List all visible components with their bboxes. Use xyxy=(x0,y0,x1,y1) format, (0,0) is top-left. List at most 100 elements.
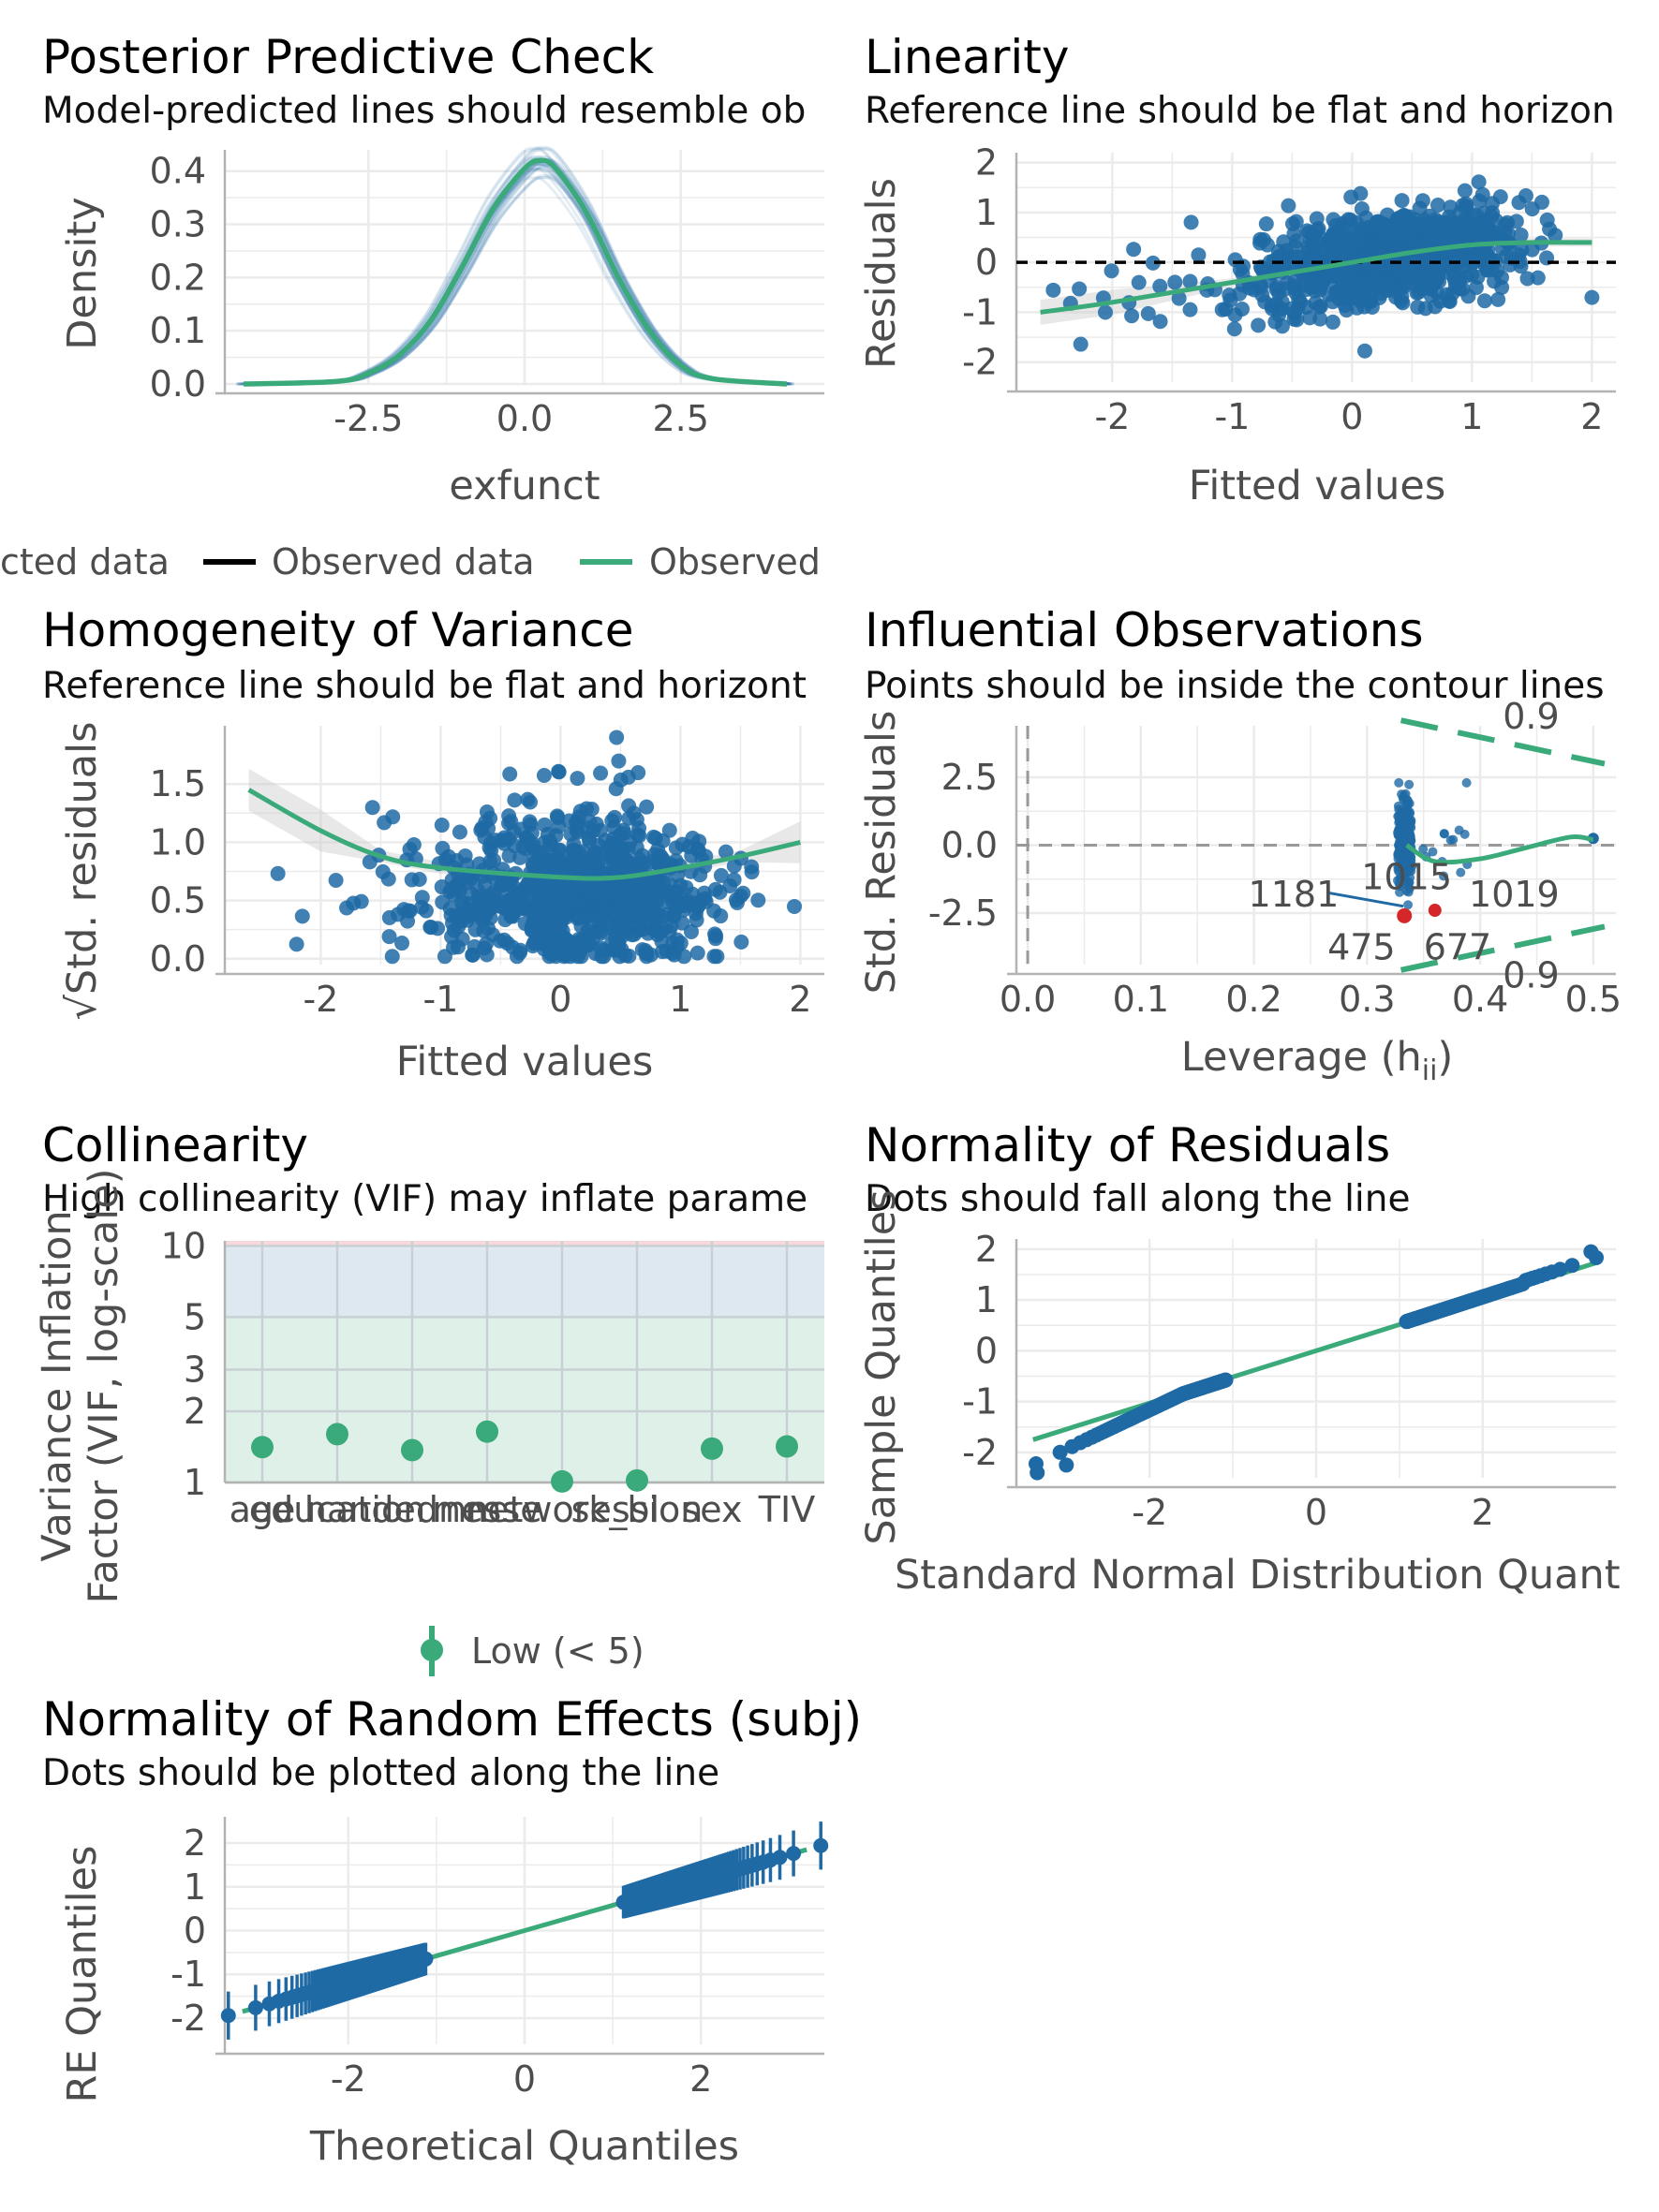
normality-re-point xyxy=(247,1999,263,2015)
linearity-point xyxy=(1429,198,1445,214)
homogeneity-point xyxy=(692,867,708,883)
normality-residuals-point xyxy=(1583,1244,1599,1260)
homogeneity-point xyxy=(530,909,546,925)
influential-point xyxy=(1405,817,1415,827)
homogeneity-point xyxy=(381,909,397,925)
homogeneity-point xyxy=(501,848,517,863)
linearity-point xyxy=(1260,237,1276,253)
homogeneity-point xyxy=(460,908,476,924)
influential-point xyxy=(1395,887,1405,897)
homogeneity-point xyxy=(570,771,585,787)
linearity-point xyxy=(1369,235,1385,251)
homogeneity-point xyxy=(708,928,724,944)
collinearity-vif-point xyxy=(776,1435,798,1458)
linearity-point xyxy=(1490,291,1506,307)
influential-point xyxy=(1461,777,1472,788)
linearity-title: Linearity xyxy=(865,30,1069,84)
ppc-ylabel: Density xyxy=(59,197,106,349)
normality-re-point xyxy=(786,1846,802,1862)
y-tick-label: 1 xyxy=(975,1279,998,1320)
influential-point xyxy=(1456,867,1466,877)
homogeneity-point xyxy=(566,842,582,858)
x-tick-label: 0.1 xyxy=(1113,979,1169,1020)
y-tick-label: -2 xyxy=(962,342,998,383)
homogeneity-point xyxy=(339,900,355,916)
homogeneity-point xyxy=(384,949,400,965)
y-tick-label: -1 xyxy=(170,1954,206,1995)
homogeneity-point xyxy=(750,892,766,908)
normality-residuals-point xyxy=(1029,1465,1045,1481)
linearity-point xyxy=(1476,205,1492,221)
linearity-ci-band xyxy=(1040,238,1592,325)
homogeneity-point xyxy=(733,888,748,904)
homogeneity-point xyxy=(561,813,577,829)
normality-residuals-plot-area: -2 0 2 -2 -1 0 1 2 xyxy=(962,1229,1616,1533)
x-tick-label: 0.4 xyxy=(1452,979,1508,1020)
homogeneity-point xyxy=(471,856,487,872)
linearity-point xyxy=(1474,186,1490,202)
linearity-point xyxy=(1518,188,1533,204)
homogeneity-point xyxy=(611,753,627,769)
y-tick-label: -1 xyxy=(962,291,998,332)
collinearity-legend-dot xyxy=(421,1639,443,1661)
collinearity-vif-point xyxy=(251,1436,274,1459)
homogeneity-point xyxy=(442,901,458,917)
homogeneity-point xyxy=(289,936,304,952)
ppc-predicted-line xyxy=(250,164,794,386)
linearity-point xyxy=(1191,247,1207,263)
homogeneity-point xyxy=(611,935,627,951)
homogeneity-point xyxy=(353,893,369,909)
homogeneity-point xyxy=(787,898,802,914)
linearity-point xyxy=(1343,189,1359,205)
linearity-point xyxy=(1508,214,1524,229)
linearity-point xyxy=(1312,311,1328,327)
linearity-point xyxy=(1393,293,1409,309)
y-tick-label: 1 xyxy=(184,1866,206,1908)
homogeneity-point xyxy=(593,765,609,781)
homogeneity-point xyxy=(434,818,450,833)
homogeneity-point xyxy=(531,895,547,911)
collinearity-legend: Low (< 5) xyxy=(421,1626,644,1676)
homogeneity-point xyxy=(689,945,705,961)
homogeneity-point xyxy=(685,830,701,846)
ppc-observed-line xyxy=(243,157,788,387)
homogeneity-point xyxy=(507,792,523,808)
y-tick-label: 0.0 xyxy=(941,825,998,866)
homogeneity-point xyxy=(450,939,466,955)
linearity-point xyxy=(1339,290,1355,306)
normality-residuals-point xyxy=(1052,1444,1068,1460)
ppc-predicted-line xyxy=(246,166,791,386)
influential-point xyxy=(1400,866,1410,877)
linearity-point xyxy=(1352,271,1368,287)
linearity-point xyxy=(1415,193,1430,209)
influential-point xyxy=(1403,900,1414,910)
linearity-point xyxy=(1183,214,1199,230)
collinearity-category-label: handedness xyxy=(304,1489,520,1530)
linearity-point xyxy=(1399,217,1415,233)
normality-re-panel: Normality of Random Effects (subj) Dots … xyxy=(42,1692,862,2170)
y-tick-label: 0.1 xyxy=(150,310,206,351)
y-tick-label: 2.5 xyxy=(941,757,998,798)
linearity-point xyxy=(1427,299,1443,315)
linearity-point xyxy=(1530,270,1546,286)
homogeneity-point xyxy=(673,936,689,951)
linearity-point xyxy=(1246,282,1262,298)
linearity-point xyxy=(1513,227,1529,243)
collinearity-plot-area: 1 23 5 10 ageeducationhandednessmmsenetwork_… xyxy=(161,1225,824,1530)
influential-point xyxy=(1394,777,1404,788)
linearity-subtitle: Reference line should be flat and horizo… xyxy=(865,90,1615,132)
linearity-point xyxy=(1351,229,1367,245)
linearity-ylabel: Residuals xyxy=(858,178,905,369)
linearity-point xyxy=(1487,226,1503,242)
homogeneity-point xyxy=(575,931,591,947)
influential-point-label: 677 xyxy=(1424,927,1492,968)
influential-panel: Influential Observations Points should b… xyxy=(858,603,1622,1087)
linearity-point xyxy=(1459,199,1474,214)
collinearity-vif-point xyxy=(626,1468,648,1492)
ppc-plot-area: -2.5 0.0 2.5 0.0 0.1 0.2 0.3 0.4 xyxy=(150,145,824,439)
homogeneity-point xyxy=(465,947,481,963)
linearity-point xyxy=(1274,294,1290,310)
influential-point xyxy=(1439,829,1449,839)
homogeneity-point xyxy=(674,915,690,931)
